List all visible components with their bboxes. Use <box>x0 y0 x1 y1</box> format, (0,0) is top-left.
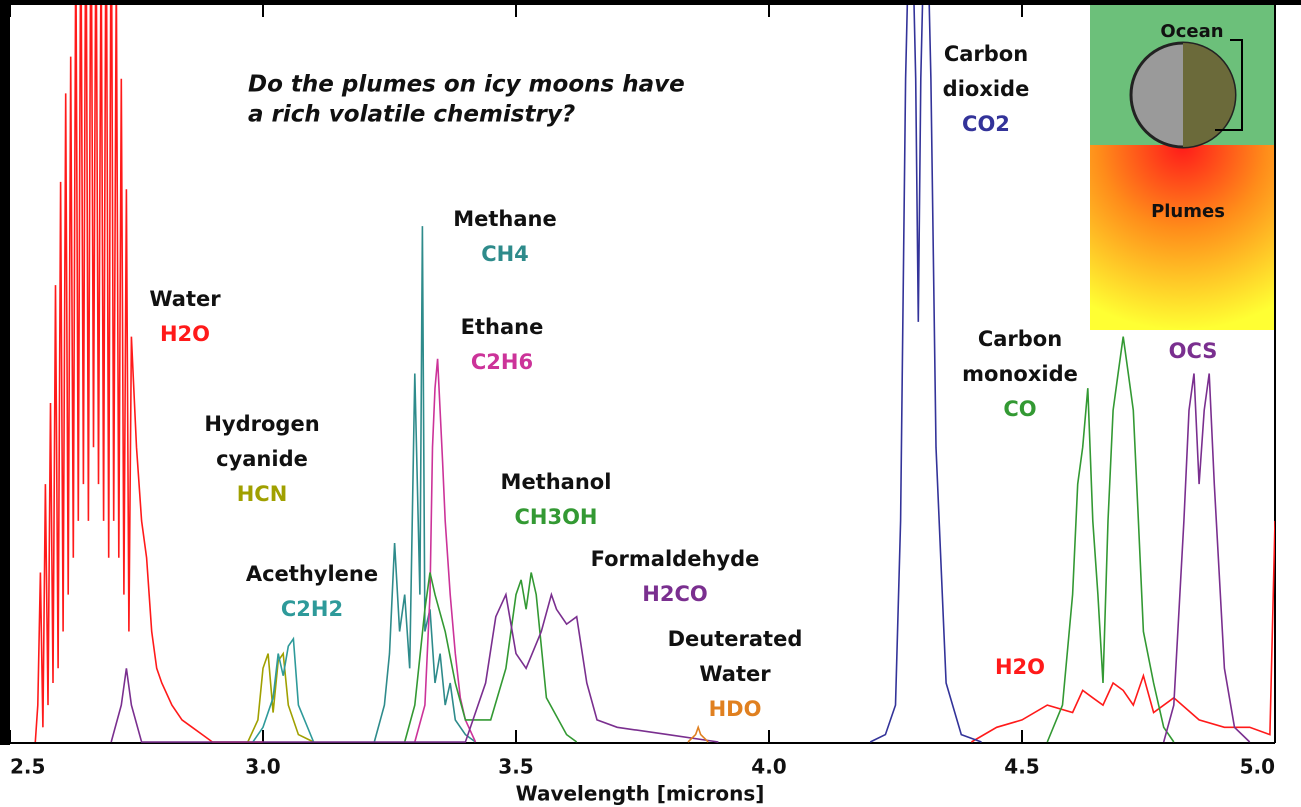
x-tick-label: 3.0 <box>245 755 280 779</box>
annotation-formula: CH3OH <box>514 505 597 529</box>
annotation-formula: CO <box>1003 397 1036 421</box>
inset-plume-bg <box>1090 145 1275 330</box>
annotation-label: Carbon <box>978 327 1062 351</box>
x-tick-label: 3.5 <box>498 755 533 779</box>
ocean-bracket <box>1215 39 1243 131</box>
inset-label: Plumes <box>1151 201 1225 222</box>
annotation-label: Formaldehyde <box>591 547 760 571</box>
annotation-label: Ethane <box>461 315 544 339</box>
x-axis-title: Wavelength [microns] <box>516 782 765 806</box>
moon-interior <box>1183 43 1235 147</box>
spectrum-line <box>1162 373 1251 743</box>
annotation-label: Carbon <box>944 42 1028 66</box>
inset-label: Ocean <box>1160 21 1223 42</box>
spectrum-line <box>403 572 578 743</box>
spectrum-line <box>687 724 709 743</box>
x-tick-label: 4.0 <box>751 755 786 779</box>
annotation-formula: H2CO <box>642 582 707 606</box>
annotation-formula: OCS <box>1169 339 1218 363</box>
spectrum-line <box>373 226 476 743</box>
spectrum-line <box>110 591 719 743</box>
annotation-formula: C2H2 <box>281 597 343 621</box>
spectrum-line <box>869 5 982 743</box>
annotation-label: Water <box>699 662 771 686</box>
annotation-label: dioxide <box>943 77 1030 101</box>
spectrum-line <box>414 358 477 743</box>
annotation-formula: CO2 <box>962 112 1010 136</box>
annotation-label: Acethylene <box>246 562 378 586</box>
annotation-formula: H2O <box>995 655 1045 679</box>
x-tick-label: 4.5 <box>1004 755 1039 779</box>
plot-area <box>34 5 1275 743</box>
title: Do the plumes on icy moons have <box>248 72 685 98</box>
left-strip <box>0 0 10 745</box>
annotation-formula: CH4 <box>481 242 529 266</box>
annotation-label: Methanol <box>501 470 612 494</box>
annotation-formula: HDO <box>709 697 762 721</box>
annotation-label: Water <box>149 287 221 311</box>
annotation-formula: HCN <box>237 482 288 506</box>
annotation-label: Methane <box>453 207 557 231</box>
spectrum-line <box>34 5 1275 743</box>
spectrum-line <box>1046 336 1175 743</box>
annotation-label: monoxide <box>962 362 1078 386</box>
annotation-label: Deuterated <box>668 627 803 651</box>
annotation-formula: H2O <box>160 322 210 346</box>
annotation-label: cyanide <box>216 447 308 471</box>
spectrum-line <box>252 636 315 743</box>
x-tick-label: 2.5 <box>10 755 45 779</box>
inset: Ocean Plumes <box>1090 5 1275 330</box>
spectrum-line <box>247 651 314 743</box>
annotation-formula: C2H6 <box>471 350 533 374</box>
annotation-label: Hydrogen <box>204 412 319 436</box>
x-tick-label: 5.0 <box>1240 755 1275 779</box>
top-strip <box>0 0 1301 5</box>
title: a rich volatile chemistry? <box>248 102 575 128</box>
